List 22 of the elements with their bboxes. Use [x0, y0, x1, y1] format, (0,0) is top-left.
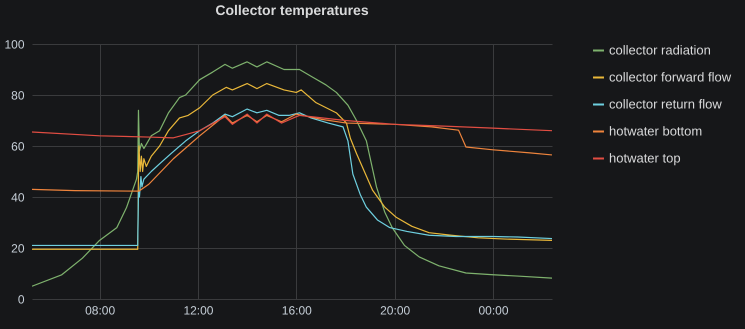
x-tick-label: 20:00 [380, 304, 410, 318]
y-tick-label: 80 [11, 88, 25, 102]
line-series [32, 108, 552, 246]
y-tick-label: 0 [18, 292, 25, 306]
legend-label: collector radiation [609, 42, 711, 58]
y-tick-label: 20 [11, 242, 25, 256]
y-tick-label: 60 [11, 140, 25, 154]
line-series [32, 114, 552, 192]
y-tick-label: 40 [11, 190, 25, 204]
y-tick-label: 100 [4, 38, 25, 52]
x-tick-label: 00:00 [478, 304, 509, 318]
line-series [32, 114, 552, 138]
x-tick-label: 08:00 [85, 304, 116, 318]
chart-title: Collector temperatures [215, 2, 369, 18]
legend-label: hotwater bottom [609, 124, 702, 138]
x-tick-label: 12:00 [183, 304, 214, 318]
legend-label: collector forward flow [609, 70, 732, 84]
x-tick-label: 16:00 [282, 304, 312, 318]
line-series [32, 61, 552, 287]
line-series [32, 82, 552, 250]
legend-label: hotwater top [609, 150, 681, 166]
legend-label: collector return flow [609, 96, 722, 112]
